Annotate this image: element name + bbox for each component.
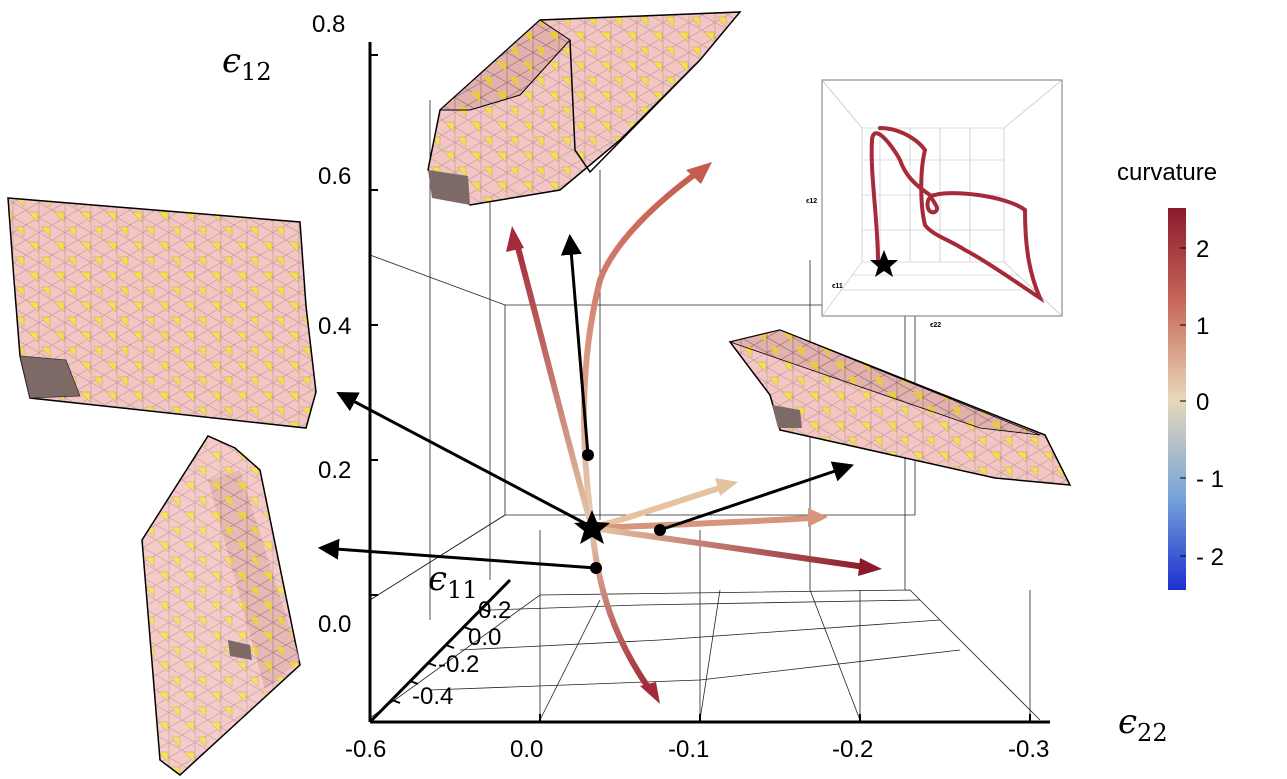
e12-tick-1: 0.6	[318, 163, 351, 190]
arrowhead-down	[640, 682, 660, 704]
state-dot-up	[582, 449, 594, 461]
black-arrows	[317, 233, 854, 570]
inset-e11-label: ϵ11	[832, 283, 843, 290]
e22-tick-1: 0.0	[510, 736, 543, 763]
sheet-tube-right	[728, 329, 1072, 486]
trajectory-up-right	[581, 169, 701, 531]
inset-plot: ϵ12 ϵ11 ϵ22	[806, 79, 1063, 329]
colorbar-tick-neg1: - 1	[1196, 466, 1224, 493]
arrowhead-right-lower	[858, 558, 882, 576]
colorbar: curvature 2 1 0 - 1 - 2	[1117, 159, 1224, 590]
sheet-cylinder-left	[141, 435, 301, 776]
e11-tick-1: 0.0	[468, 624, 501, 651]
e12-axis-label: ϵ12	[222, 41, 272, 86]
state-dot-right	[654, 524, 666, 536]
black-arrow-to-flat	[336, 392, 591, 528]
colorbar-title: curvature	[1117, 159, 1217, 186]
e11-tick-2: -0.2	[438, 651, 479, 678]
colorbar-gradient	[1168, 208, 1186, 590]
axis-e11: 0.2 0.0 -0.2 -0.4 ϵ11	[368, 559, 511, 724]
inset-star	[870, 250, 898, 277]
e11-tick-3: -0.4	[412, 683, 453, 710]
arrowhead-up-left	[506, 226, 524, 252]
arrowhead-up-right	[686, 162, 712, 184]
colorbar-tick-neg2: - 2	[1196, 544, 1224, 571]
axis-e22: -0.6 0.0 -0.1 -0.2 -0.3 ϵ22	[345, 702, 1168, 763]
e11-tick-0: 0.2	[478, 597, 511, 624]
black-arrow-to-top	[560, 233, 590, 456]
arrowhead-right-mid	[808, 508, 828, 527]
inset-curve	[869, 126, 1045, 304]
trajectory-arrowheads	[506, 162, 882, 704]
e12-tick-4: 0.0	[318, 611, 351, 638]
arrowhead-right-upper	[715, 478, 738, 496]
e22-tick-0: -0.6	[345, 736, 386, 763]
sheet-rolled-top	[427, 11, 742, 206]
e22-tick-3: -0.2	[832, 736, 873, 763]
e22-tick-2: -0.1	[668, 736, 709, 763]
state-dots	[582, 449, 666, 574]
e12-tick-2: 0.4	[318, 313, 351, 340]
origin-star	[574, 510, 610, 544]
trajectory-right-mid	[589, 515, 815, 531]
e22-axis-label: ϵ22	[1118, 702, 1168, 747]
box-gridlines	[369, 100, 1041, 721]
colorbar-tick-2: 2	[1196, 236, 1209, 263]
inset-e12-label: ϵ12	[806, 198, 817, 205]
black-arrow-to-cylinder	[317, 538, 597, 570]
colorbar-tick-0: 0	[1196, 389, 1209, 416]
state-dot-down	[590, 562, 602, 574]
trajectory-right-lower	[589, 525, 868, 570]
e22-tick-4: -0.3	[1008, 736, 1049, 763]
trajectory-down	[589, 525, 653, 693]
inset-e22-label: ϵ22	[930, 322, 941, 329]
sheet-flat	[7, 197, 317, 429]
colorbar-tick-1: 1	[1196, 313, 1209, 340]
e12-tick-3: 0.2	[318, 457, 351, 484]
e11-axis-label: ϵ11	[428, 559, 478, 604]
e12-tick-0: 0.8	[312, 11, 345, 38]
trajectory-up-left	[513, 237, 595, 531]
black-arrow-to-tube	[659, 461, 854, 532]
axis-e12: 0.8 0.6 0.4 0.2 0.0 ϵ12	[222, 11, 378, 722]
